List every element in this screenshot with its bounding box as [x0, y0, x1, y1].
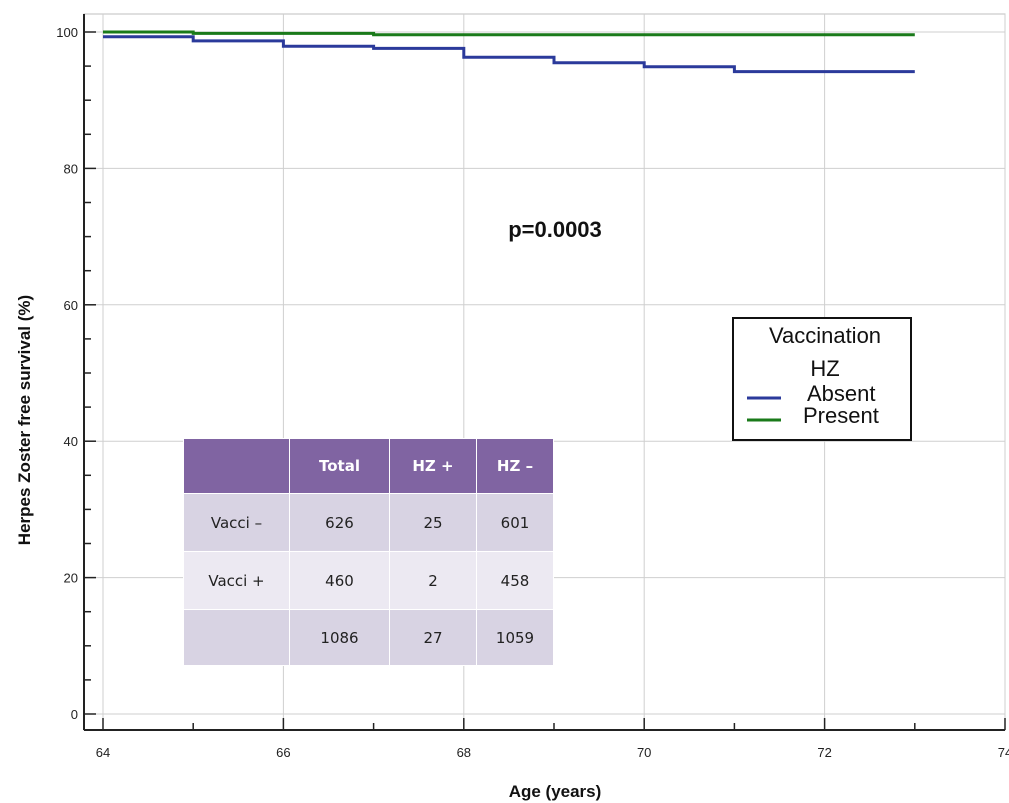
legend-title: Vaccination: [769, 323, 881, 348]
legend-subtitle: HZ: [810, 356, 839, 381]
table-header-cell: HZ –: [476, 438, 554, 494]
table-cell: 458: [476, 551, 554, 610]
x-tick-label: 74: [998, 745, 1009, 760]
table-row: Vacci – 626 25 601: [183, 493, 554, 552]
legend-label-absent: Absent: [807, 381, 876, 406]
table-cell: 460: [289, 551, 390, 610]
y-tick-label: 20: [64, 571, 78, 586]
y-tick-label: 100: [56, 25, 78, 40]
table-cell: [183, 609, 290, 666]
x-axis-title: Age (years): [509, 782, 602, 801]
legend: Vaccination HZ Absent Present: [732, 317, 912, 441]
table-row: 1086 27 1059: [183, 609, 554, 666]
series-line-absent: [103, 35, 915, 74]
y-tick-label: 80: [64, 161, 78, 176]
table-cell: 1086: [289, 609, 390, 666]
y-tick-label: 0: [71, 707, 78, 722]
table-cell: 601: [476, 493, 554, 552]
table-row: Vacci + 460 2 458: [183, 551, 554, 610]
table-header-cell: Total: [289, 438, 390, 494]
vaccination-table: Total HZ + HZ – Vacci – 626 25 601 Vacci…: [183, 438, 554, 666]
x-tick-label: 72: [817, 745, 831, 760]
table-header-cell: HZ +: [389, 438, 477, 494]
legend-label-present: Present: [803, 403, 879, 428]
x-tick-label: 68: [457, 745, 471, 760]
series-line-present: [103, 30, 915, 37]
table-cell: 27: [389, 609, 477, 666]
table-cell: Vacci +: [183, 551, 290, 610]
y-tick-label: 40: [64, 434, 78, 449]
series-layer: [103, 30, 915, 74]
x-tick-label: 66: [276, 745, 290, 760]
table-cell: 1059: [476, 609, 554, 666]
table-cell: 25: [389, 493, 477, 552]
y-tick-label: 60: [64, 298, 78, 313]
table-header-cell: [183, 438, 290, 494]
axes-layer: 0 20 40 60 80 100 64 66 68 70 72 74: [56, 14, 1009, 760]
table-cell: Vacci –: [183, 493, 290, 552]
x-tick-label: 64: [96, 745, 110, 760]
table-cell: 626: [289, 493, 390, 552]
x-tick-label: 70: [637, 745, 651, 760]
p-value-annotation: p=0.0003: [508, 217, 602, 242]
table-header-row: Total HZ + HZ –: [183, 438, 554, 494]
y-axis-title: Herpes Zoster free survival (%): [15, 295, 34, 545]
table-cell: 2: [389, 551, 477, 610]
